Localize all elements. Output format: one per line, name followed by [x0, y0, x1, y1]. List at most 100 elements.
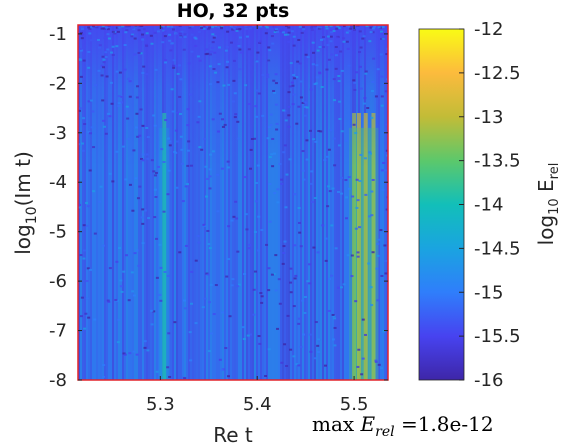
- speckle: [233, 92, 237, 95]
- speckle: [197, 115, 201, 118]
- speckle: [188, 26, 192, 29]
- speckle: [201, 306, 205, 309]
- speckle: [146, 157, 150, 160]
- speckle: [88, 32, 92, 35]
- speckle: [189, 359, 193, 362]
- speckle: [182, 299, 186, 302]
- speckle: [125, 25, 129, 28]
- speckle: [332, 99, 336, 102]
- speckle: [217, 130, 221, 133]
- speckle: [227, 83, 231, 86]
- speckle: [107, 25, 111, 28]
- speckle: [98, 200, 102, 203]
- speckle: [141, 153, 145, 156]
- speckle: [356, 365, 360, 368]
- speckle: [211, 33, 215, 36]
- speckle: [153, 188, 157, 191]
- speckle: [149, 34, 153, 37]
- speckle: [299, 245, 303, 248]
- speckle: [206, 229, 210, 232]
- speckle: [365, 25, 369, 28]
- speckle: [88, 27, 92, 30]
- speckle: [161, 25, 165, 28]
- speckle: [78, 143, 82, 146]
- speckle: [140, 157, 144, 160]
- speckle: [271, 42, 275, 45]
- speckle: [338, 117, 342, 120]
- speckle: [181, 200, 185, 203]
- speckle: [385, 208, 388, 211]
- speckle: [226, 30, 230, 33]
- speckle: [116, 341, 120, 344]
- speckle: [346, 47, 350, 50]
- speckle: [176, 28, 180, 31]
- speckle: [84, 312, 88, 315]
- y-label-sub: 10: [24, 206, 40, 224]
- speckle: [361, 318, 365, 321]
- speckle: [128, 352, 132, 355]
- speckle: [289, 281, 293, 284]
- speckle: [115, 45, 119, 48]
- speckle: [82, 224, 86, 227]
- speckle: [85, 297, 89, 300]
- speckle: [82, 249, 86, 252]
- speckle: [80, 296, 84, 299]
- speckle: [301, 26, 305, 29]
- speckle: [162, 161, 166, 164]
- speckle: [82, 117, 86, 120]
- speckle: [362, 35, 366, 38]
- speckle: [274, 254, 278, 257]
- speckle: [198, 59, 202, 62]
- speckle: [194, 44, 198, 47]
- speckle: [337, 144, 341, 147]
- speckle: [108, 267, 112, 270]
- speckle: [350, 254, 354, 257]
- speckle: [139, 108, 143, 111]
- speckle: [369, 31, 373, 34]
- speckle: [145, 45, 149, 48]
- speckle: [180, 30, 184, 33]
- speckle: [289, 62, 293, 65]
- speckle: [152, 170, 156, 173]
- speckle: [224, 49, 228, 52]
- speckle: [325, 68, 329, 71]
- speckle: [248, 243, 252, 246]
- speckle: [327, 309, 331, 312]
- speckle: [252, 288, 256, 291]
- speckle: [380, 169, 384, 172]
- colorbar-ticks: -12 -12.5 -13 -13.5 -14 -14.5 -15 -15.5 -16: [459, 19, 521, 391]
- speckle: [275, 128, 279, 131]
- speckle: [345, 40, 349, 43]
- speckle: [115, 70, 119, 73]
- speckle: [320, 85, 324, 88]
- annot-var: E: [360, 412, 376, 436]
- speckle: [100, 64, 104, 67]
- speckle: [371, 251, 375, 254]
- speckle: [299, 96, 303, 99]
- speckle: [175, 111, 179, 114]
- speckle: [82, 257, 86, 260]
- speckle: [196, 121, 200, 124]
- speckle: [136, 135, 140, 138]
- speckle: [300, 31, 304, 34]
- speckle: [381, 25, 385, 28]
- speckle: [78, 58, 82, 61]
- speckle: [85, 224, 89, 227]
- speckle: [132, 350, 136, 353]
- speckle: [94, 84, 98, 87]
- speckle: [123, 353, 127, 356]
- speckle: [218, 112, 222, 115]
- speckle: [172, 64, 176, 67]
- speckle: [358, 179, 362, 182]
- speckle: [309, 182, 313, 185]
- speckle: [80, 25, 84, 28]
- speckle: [344, 179, 348, 182]
- speckle: [85, 280, 89, 283]
- speckle: [83, 327, 87, 330]
- speckle: [212, 67, 216, 70]
- speckle: [150, 159, 154, 162]
- speckle: [292, 74, 296, 77]
- speckle: [141, 242, 145, 245]
- speckle: [211, 150, 215, 153]
- speckle: [326, 35, 330, 38]
